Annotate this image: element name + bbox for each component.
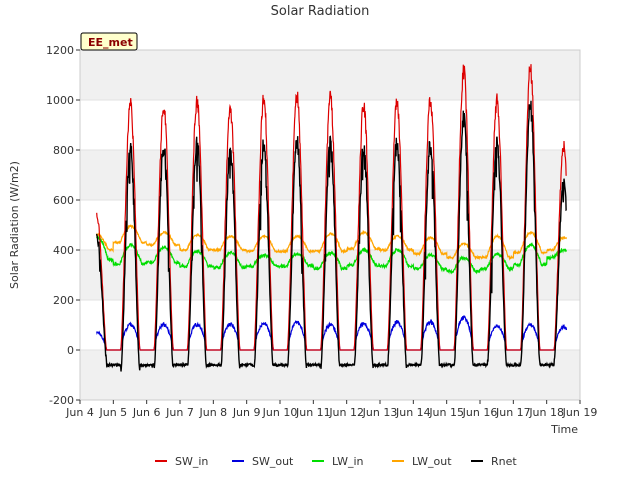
y-tick-label: 400	[53, 244, 74, 257]
y-axis-ticks: -200 0 200 400 600 800 1000 1200	[46, 44, 80, 407]
x-tick-label: Jun 18	[528, 406, 564, 419]
legend-label: SW_out	[252, 455, 294, 468]
x-tick-label: Jun 9	[232, 406, 261, 419]
chart-title: Solar Radiation	[271, 4, 370, 19]
x-tick-label: Jun 15	[428, 406, 464, 419]
station-badge: EE_met	[80, 32, 138, 51]
x-axis-ticks: Jun 4 Jun 5 Jun 6 Jun 7 Jun 8 Jun 9 Jun 10Jun …	[65, 400, 597, 419]
y-tick-label: 200	[53, 294, 74, 307]
x-tick-label: Jun 4	[65, 406, 94, 419]
y-axis-label: Solar Radiation (W/m2)	[8, 161, 21, 289]
x-tick-label: Jun 6	[132, 406, 161, 419]
y-tick-label: 600	[53, 194, 74, 207]
y-tick-label: 0	[67, 344, 74, 357]
x-axis-label: Time	[550, 423, 578, 436]
x-tick-label: Jun 10	[262, 406, 298, 419]
y-tick-label: 1000	[46, 94, 74, 107]
x-tick-label: Jun 19	[562, 406, 598, 419]
x-tick-label: Jun 16	[462, 406, 498, 419]
series-line-lw-in	[96, 235, 568, 275]
legend-label: LW_in	[332, 455, 364, 468]
y-tick-label: 800	[53, 144, 74, 157]
x-tick-label: Jun 11	[295, 406, 331, 419]
x-tick-label: Jun 13	[362, 406, 398, 419]
x-tick-label: Jun 5	[98, 406, 127, 419]
x-tick-label: Jun 17	[495, 406, 531, 419]
legend-label: Rnet	[491, 455, 517, 468]
y-tick-label: 1200	[46, 44, 74, 57]
legend: SW_in SW_out LW_in LW_out Rnet	[155, 455, 517, 468]
x-tick-label: Jun 8	[198, 406, 227, 419]
series-line-lw-out	[96, 224, 568, 261]
series-line-rnet	[96, 100, 567, 372]
legend-label: SW_in	[175, 455, 208, 468]
plot-frame	[79, 49, 581, 401]
x-tick-label: Jun 7	[165, 406, 194, 419]
series-line-sw-in	[96, 64, 567, 351]
x-tick-label: Jun 14	[395, 406, 431, 419]
grid-band	[80, 350, 580, 400]
station-badge-label: EE_met	[88, 36, 133, 49]
x-tick-label: Jun 12	[328, 406, 364, 419]
grid-band	[80, 250, 580, 300]
station-badge-box	[80, 32, 138, 51]
series-layer	[96, 64, 568, 372]
y-tick-label: -200	[49, 394, 74, 407]
legend-label: LW_out	[412, 455, 452, 468]
